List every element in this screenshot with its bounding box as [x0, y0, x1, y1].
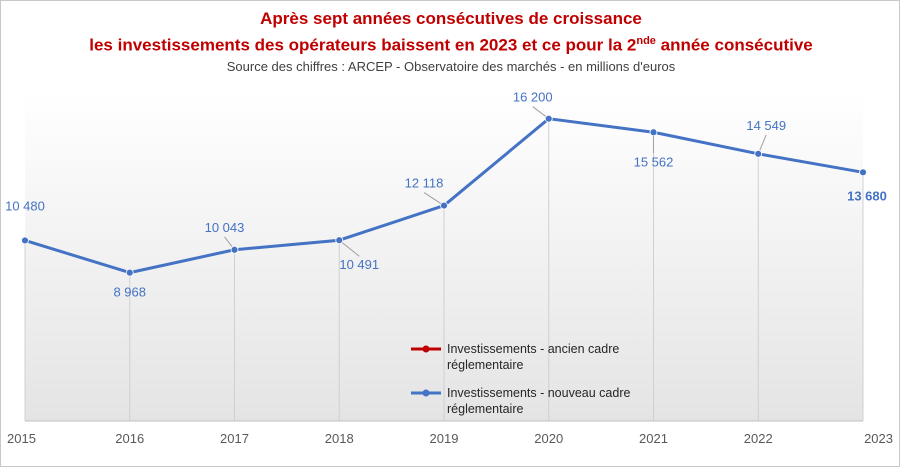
- data-label-2020: 16 200: [513, 90, 553, 105]
- data-labels: 10 480 8 968 10 043 10 491 12 118 16 200 15 56…: [5, 90, 887, 300]
- data-label-2021: 15 562: [634, 154, 674, 169]
- data-label-2023: 13 680: [847, 188, 887, 203]
- legend-label-0-line-2: réglementaire: [447, 358, 523, 372]
- data-point-2020: [544, 114, 553, 123]
- chart-subtitle: Source des chiffres : ARCEP - Observatoi…: [226, 59, 676, 74]
- chart-title-line-2-end: année consécutive: [655, 35, 813, 55]
- data-point-2022: [754, 149, 763, 158]
- chart-title-superscript: nde: [636, 35, 656, 47]
- legend-marker-0: [422, 345, 430, 353]
- legend-label-1-line-2: réglementaire: [447, 402, 523, 416]
- drop-lines: [24, 118, 864, 421]
- chart-title-line-1: Après sept années consécutives de croiss…: [260, 9, 642, 28]
- data-point-2019: [440, 201, 448, 210]
- x-tick-2019: 2019: [430, 431, 459, 446]
- data-point-2017: [230, 245, 239, 254]
- x-tick-2023: 2023: [864, 431, 893, 446]
- data-label-2022: 14 549: [746, 118, 786, 133]
- data-point-2018: [335, 236, 344, 245]
- x-tick-labels: 2015 2016 2017 2018 2019 2020 2021 2022 2023: [7, 431, 893, 446]
- legend-label-0: Investissements - ancien cadre: [447, 342, 619, 356]
- data-point-2023: [859, 168, 867, 177]
- data-point-2015: [21, 236, 29, 245]
- leader-line-2019: [423, 192, 445, 207]
- chart-title-line-2-main: les investissements des opérateurs baiss…: [89, 35, 637, 55]
- legend-marker-1: [422, 389, 430, 397]
- data-label-2018: 10 491: [339, 257, 379, 272]
- data-label-2017: 10 043: [205, 220, 245, 235]
- x-tick-2021: 2021: [639, 431, 668, 446]
- x-tick-2018: 2018: [325, 431, 354, 446]
- data-label-2019: 12 118: [405, 176, 444, 191]
- data-label-2015: 10 480: [5, 198, 45, 213]
- x-tick-2015: 2015: [7, 431, 36, 446]
- leader-line-2018: [338, 239, 360, 257]
- legend-label-1: Investissements - nouveau cadre: [447, 386, 630, 400]
- x-tick-2020: 2020: [534, 431, 563, 446]
- data-point-2016: [125, 268, 134, 277]
- chart-title-line-2: les investissements des opérateurs baiss…: [1, 35, 900, 56]
- x-tick-2017: 2017: [220, 431, 249, 446]
- data-label-2016: 8 968: [113, 285, 146, 300]
- legend: Investissements - ancien cadre réglementa…: [411, 342, 630, 416]
- x-tick-2016: 2016: [115, 431, 144, 446]
- data-point-2021: [649, 128, 658, 137]
- x-tick-2022: 2022: [744, 431, 773, 446]
- series-markers: [21, 114, 867, 277]
